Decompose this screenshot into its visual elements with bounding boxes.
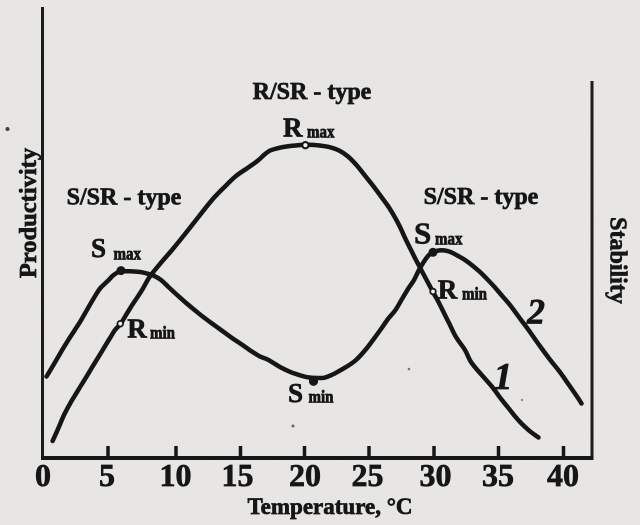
svg-text:R: R: [438, 275, 458, 305]
svg-text:min: min: [462, 283, 487, 303]
svg-text:30: 30: [420, 457, 452, 493]
svg-text:S/SR - type: S/SR - type: [67, 185, 182, 211]
svg-text:5: 5: [99, 457, 115, 493]
svg-text:35: 35: [482, 457, 514, 493]
svg-text:2: 2: [526, 292, 545, 332]
svg-text:S: S: [288, 378, 303, 408]
svg-text:Stability: Stability: [605, 217, 631, 304]
svg-text:20: 20: [289, 457, 321, 493]
svg-text:15: 15: [222, 457, 254, 493]
svg-text:R/SR - type: R/SR - type: [253, 79, 372, 105]
svg-text:Productivity: Productivity: [15, 147, 42, 278]
svg-text:1: 1: [494, 356, 513, 398]
svg-text:25: 25: [352, 457, 384, 493]
svg-text:min: min: [309, 386, 334, 406]
svg-text:R: R: [127, 314, 147, 344]
svg-text:R: R: [283, 113, 303, 143]
svg-text:S: S: [414, 216, 431, 251]
svg-text:Temperature, °C: Temperature, °C: [247, 494, 412, 519]
svg-text:max: max: [114, 243, 142, 263]
svg-text:min: min: [150, 322, 175, 342]
svg-text:S: S: [91, 233, 106, 263]
svg-text:S/SR - type: S/SR - type: [424, 184, 539, 210]
svg-text:max: max: [435, 228, 463, 248]
svg-text:0: 0: [35, 457, 51, 493]
svg-text:40: 40: [547, 457, 579, 493]
svg-text:max: max: [307, 121, 335, 141]
svg-text:10: 10: [160, 457, 192, 493]
